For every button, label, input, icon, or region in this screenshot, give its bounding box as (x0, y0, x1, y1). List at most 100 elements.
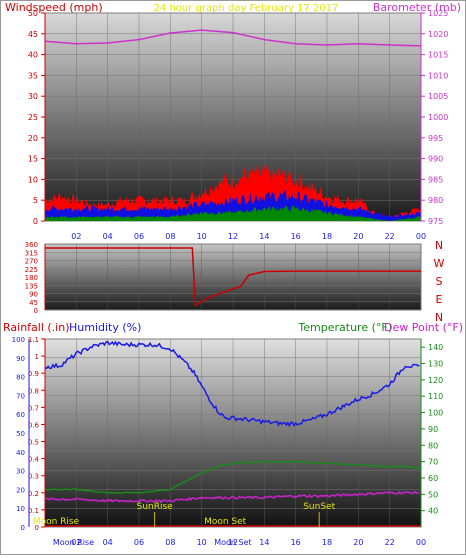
wind-x-tick-label: 04 (103, 232, 113, 241)
direction-lines (45, 247, 421, 307)
barometer-tick-label: 1015 (428, 51, 448, 60)
moon-bottom-label: Moon Set (214, 538, 251, 547)
rainfall-axis-label: Rainfall (.in) (3, 321, 70, 334)
barometer-tick-label: 1000 (428, 113, 448, 122)
windspeed-tick-label: 10 (28, 175, 38, 184)
barometer-line (44, 29, 422, 47)
climate-x-tick-label: 00 (416, 538, 426, 547)
direction-tick-label: 315 (25, 249, 38, 257)
humidity-tick-label: 60 (16, 411, 25, 419)
climate-x-tick-label: 22 (385, 538, 395, 547)
humidity-line (44, 340, 420, 428)
windspeed-tick-label: 45 (28, 30, 38, 39)
wind-x-tick-label: 10 (197, 232, 207, 241)
temperature-tick-label: 110 (428, 392, 443, 401)
compass-letter: N (435, 239, 443, 252)
temperature-axis-label: Temperature (°F) (297, 321, 392, 334)
humidity-tick-label: 50 (16, 430, 25, 438)
direction-tick-label: 45 (29, 299, 38, 307)
climate-axes: 010203040506070809010000.10.20.30.40.50.… (12, 336, 444, 547)
temperature-tick-label: 100 (428, 409, 443, 418)
climate-x-tick-label: 06 (134, 538, 144, 547)
rainfall-tick-label: 0.9 (28, 370, 39, 378)
humidity-tick-label: 0 (21, 524, 25, 532)
direction-tick-label: 270 (25, 258, 38, 266)
climate-x-tick-label: 14 (259, 538, 269, 547)
compass-letter: W (434, 257, 445, 270)
rainfall-tick-label: 1 (35, 353, 39, 361)
wind-axes: 0510152025303540455097598098599099510001… (28, 9, 449, 241)
wind-x-tick-label: 06 (134, 232, 144, 241)
humidity-tick-label: 30 (16, 468, 25, 476)
wind-grid (45, 12, 422, 222)
windspeed-tick-label: 5 (33, 196, 38, 205)
wind-x-tick-label: 02 (71, 232, 81, 241)
wind-x-tick-label: 14 (259, 232, 269, 241)
humidity-tick-label: 10 (16, 505, 25, 513)
windspeed-tick-label: 35 (28, 71, 38, 80)
temperature-tick-label: 60 (428, 474, 438, 483)
rainfall-tick-label: 0.2 (28, 490, 39, 498)
annotation-label: Moon Rise (33, 517, 80, 527)
annotation-label: SunSet (303, 502, 335, 512)
windspeed-tick-label: 0 (33, 217, 38, 226)
rainfall-tick-label: 1.1 (28, 336, 39, 344)
wind-x-tick-label: 00 (416, 232, 426, 241)
barometer-tick-label: 980 (428, 196, 443, 205)
temperature-tick-label: 50 (428, 490, 438, 499)
rainfall-tick-label: 0.4 (28, 456, 40, 464)
humidity-tick-label: 70 (16, 392, 25, 400)
barometer-tick-label: 990 (428, 155, 443, 164)
temperature-tick-label: 90 (428, 425, 438, 434)
temperature-tick-label: 70 (428, 458, 438, 467)
barometer-tick-label: 1010 (428, 71, 448, 80)
direction-tick-label: 0 (34, 307, 38, 315)
climate-x-tick-label: 02 (71, 538, 81, 547)
direction-grid (45, 243, 422, 311)
temperature-tick-label: 140 (428, 343, 443, 352)
climate-x-tick-label: 18 (322, 538, 332, 547)
temperature-line (44, 460, 421, 494)
windspeed-tick-label: 20 (28, 134, 38, 143)
wind_low-area (45, 205, 421, 221)
annotation-label: SunRise (137, 502, 174, 512)
rainfall-tick-label: 0.1 (28, 507, 39, 515)
barometer-tick-label: 1020 (428, 30, 448, 39)
humidity-tick-label: 80 (16, 374, 25, 382)
barometer-tick-label: 995 (428, 134, 443, 143)
chart-title: 24 hour graph day February 17 2017 (154, 3, 339, 14)
wind-x-tick-label: 08 (165, 232, 175, 241)
climate-x-tick-label: 08 (165, 538, 175, 547)
barometer-tick-label: 1005 (428, 92, 448, 101)
rainfall-tick-label: 0.7 (28, 404, 39, 412)
direction-tick-label: 180 (25, 274, 38, 282)
humidity-tick-label: 20 (16, 486, 25, 494)
rainfall-tick-label: 0 (35, 524, 39, 532)
dewpoint-axis-label: Dew Point (°F) (384, 321, 463, 334)
windspeed-tick-label: 25 (28, 113, 38, 122)
windspeed-axis-label: Windspeed (mph) (5, 1, 103, 14)
rainfall-tick-label: 0.8 (28, 387, 39, 395)
climate-x-tick-label: 10 (197, 538, 207, 547)
rainfall-tick-label: 0.3 (28, 473, 39, 481)
barometer-axis-label: Barometer (mb) (373, 1, 461, 14)
direction-tick-label: 225 (25, 266, 38, 274)
climate-grid (45, 338, 422, 528)
barometer-tick-label: 1025 (428, 9, 448, 18)
windspeed-tick-label: 15 (28, 155, 38, 164)
temperature-tick-label: 130 (428, 360, 443, 369)
windspeed-tick-label: 50 (28, 9, 38, 18)
wind-x-tick-label: 12 (228, 232, 238, 241)
compass-letter: N (435, 311, 443, 324)
direction-tick-label: 135 (25, 282, 38, 290)
wind-x-tick-label: 18 (322, 232, 332, 241)
wind_avg-area (45, 190, 421, 221)
climate-x-tick-label: 12 (228, 538, 238, 547)
wind-x-tick-label: 20 (353, 232, 363, 241)
climate-lines (44, 340, 421, 527)
direction-tick-label: 90 (29, 291, 38, 299)
temperature-tick-label: 80 (428, 441, 438, 450)
